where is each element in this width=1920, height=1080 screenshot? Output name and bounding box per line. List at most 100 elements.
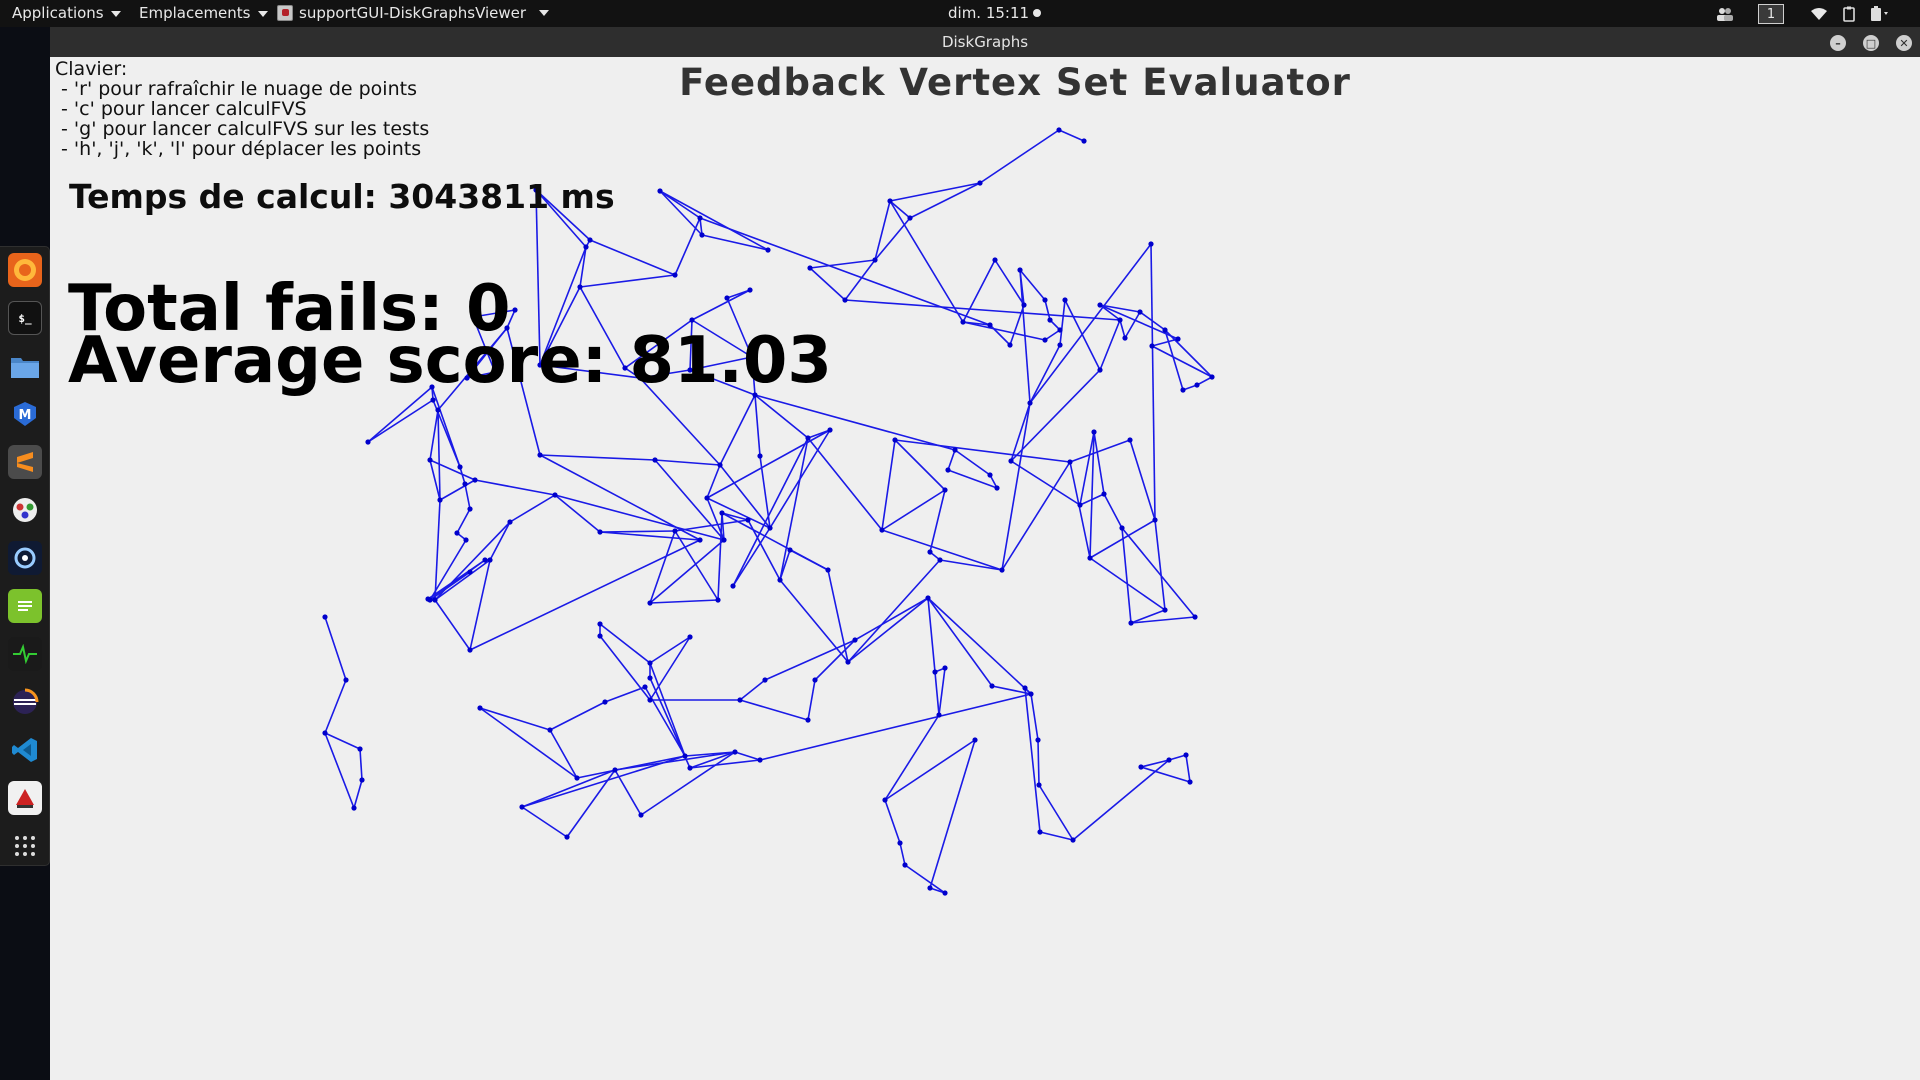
clock[interactable]: dim. 15:11 [948, 4, 1042, 22]
battery-icon[interactable] [1866, 3, 1896, 24]
graph-edge [614, 751, 736, 771]
graph-vertex [1057, 327, 1063, 333]
help-line: - 'h', 'j', 'k', 'l' pour déplacer les p… [55, 138, 422, 160]
graph-vertex [1209, 374, 1215, 380]
terminal-icon[interactable]: $_ [8, 301, 42, 335]
gimp-icon[interactable] [8, 493, 42, 527]
computation-time: Temps de calcul: 3043811 ms [69, 177, 615, 216]
notification-dot-icon [1033, 9, 1042, 17]
graph-edge [1140, 766, 1191, 783]
notes-icon[interactable] [8, 589, 42, 623]
graph-vertex [994, 485, 1000, 491]
applications-menu[interactable]: Applications [12, 4, 121, 22]
close-icon[interactable]: ✕ [1896, 35, 1912, 51]
graph-edge [599, 530, 676, 533]
minimize-icon[interactable]: – [1830, 35, 1846, 51]
app-grid-icon[interactable] [8, 829, 42, 863]
graph-canvas[interactable]: Clavier: - 'r' pour rafraîchir le nuage … [50, 57, 1920, 1080]
graph-edge [579, 246, 587, 288]
graph-edge [599, 623, 651, 664]
java-icon[interactable] [8, 781, 42, 815]
window-titlebar[interactable]: DiskGraphs – □ ✕ [50, 27, 1920, 57]
vscode-icon[interactable] [8, 733, 42, 767]
graph-vertex [359, 777, 365, 783]
graph-vertex [357, 746, 363, 752]
graph-vertex [464, 375, 470, 381]
graph-vertex [477, 705, 483, 711]
graph-edge [509, 494, 556, 523]
eclipse-icon[interactable] [8, 685, 42, 719]
graph-edge [929, 739, 976, 889]
graph-edge [539, 454, 656, 461]
graph-edge [479, 707, 551, 731]
graph-vertex [704, 495, 710, 501]
graph-vertex [1087, 555, 1093, 561]
graph-edge [1029, 344, 1061, 404]
graph-edge [934, 671, 940, 716]
maximize-icon[interactable]: □ [1863, 35, 1879, 51]
graph-vertex [1022, 685, 1028, 691]
graph-edge [962, 259, 996, 323]
graph-edge [927, 597, 936, 673]
graph-vertex [427, 457, 433, 463]
graph-edge [521, 769, 616, 808]
graph-edge [739, 679, 766, 701]
graph-edge [809, 259, 876, 269]
window-title: DiskGraphs [941, 33, 1029, 51]
users-icon[interactable] [1714, 3, 1736, 24]
graph-vertex [1077, 502, 1083, 508]
graph-edge [979, 129, 1060, 184]
graph-vertex [752, 392, 758, 398]
workspace-indicator[interactable]: 1 [1758, 4, 1784, 24]
graph-vertex [322, 614, 328, 620]
graph-edge [691, 289, 751, 321]
firefox-icon[interactable] [8, 253, 42, 287]
chevron-down-icon [110, 10, 121, 17]
graph-edge [1154, 519, 1166, 611]
graph-vertex [1137, 309, 1143, 315]
places-menu[interactable]: Emplacements [139, 4, 268, 22]
graph-edge [506, 309, 516, 329]
clipboard-icon[interactable] [1838, 3, 1860, 24]
graph-vertex [952, 447, 958, 453]
chevron-down-icon [539, 10, 550, 16]
graph-edge [1030, 693, 1039, 741]
graph-edge [881, 489, 946, 531]
graph-edge [649, 636, 691, 664]
graph-vertex [1162, 607, 1168, 613]
graph-vertex [827, 427, 833, 433]
graph-edge [521, 755, 686, 808]
graph-vertex [672, 528, 678, 534]
malwarebytes-icon[interactable]: M [8, 397, 42, 431]
wifi-icon[interactable] [1808, 3, 1830, 24]
graph-edge [654, 459, 725, 541]
sublime-icon[interactable] [8, 445, 42, 479]
graph-edge [827, 569, 849, 663]
inkscape-icon[interactable] [8, 541, 42, 575]
graph-edge [434, 559, 491, 601]
graph-vertex [897, 840, 903, 846]
graph-edge [1044, 299, 1051, 321]
graph-edge [754, 394, 761, 457]
system-monitor-icon[interactable] [8, 637, 42, 671]
graph-vertex [1047, 317, 1053, 323]
graph-edge [549, 729, 578, 779]
graph-vertex [942, 665, 948, 671]
graph-edge [807, 679, 816, 721]
graph-edge [1072, 759, 1170, 841]
graph-vertex [638, 812, 644, 818]
graph-edge [991, 685, 1032, 695]
graph-edge [367, 399, 434, 443]
graph-edge [1093, 431, 1105, 495]
graph-edge [456, 508, 471, 534]
clock-label: dim. 15:11 [948, 4, 1030, 22]
graph-edge [535, 189, 541, 366]
graph-edge [649, 662, 686, 757]
graph-edge [1019, 269, 1046, 301]
graph-edge [549, 701, 606, 731]
app-menu[interactable]: supportGUI-DiskGraphsViewer [277, 4, 550, 22]
graph-edge [739, 699, 809, 721]
graph-edge [469, 539, 701, 651]
files-icon[interactable] [8, 349, 42, 383]
graph-edge [1010, 460, 1081, 506]
